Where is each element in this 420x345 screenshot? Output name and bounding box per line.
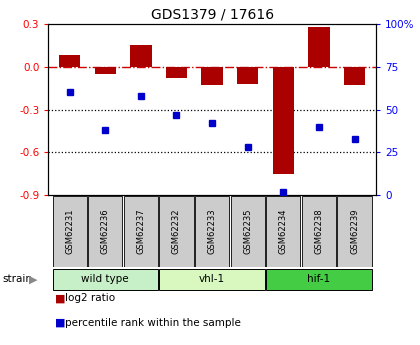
Text: vhl-1: vhl-1: [199, 275, 225, 284]
Bar: [94, 67, 116, 74]
Bar: [160, 268, 265, 290]
Bar: [130, 46, 152, 67]
Bar: [266, 196, 300, 267]
Bar: [52, 268, 158, 290]
Text: GSM62239: GSM62239: [350, 208, 359, 254]
Text: GSM62234: GSM62234: [279, 208, 288, 254]
Bar: [160, 196, 194, 267]
Bar: [59, 56, 80, 67]
Bar: [266, 268, 372, 290]
Bar: [195, 196, 229, 267]
Text: ■: ■: [55, 318, 65, 327]
Bar: [88, 196, 122, 267]
Text: GSM62238: GSM62238: [315, 208, 323, 254]
Text: log2 ratio: log2 ratio: [65, 294, 115, 303]
Bar: [124, 196, 158, 267]
Bar: [52, 196, 87, 267]
Text: GSM62233: GSM62233: [207, 208, 217, 254]
Text: hif-1: hif-1: [307, 275, 331, 284]
Bar: [237, 67, 258, 84]
Text: strain: strain: [2, 275, 32, 284]
Bar: [202, 67, 223, 85]
Text: percentile rank within the sample: percentile rank within the sample: [65, 318, 241, 327]
Text: ▶: ▶: [29, 275, 37, 284]
Bar: [308, 27, 330, 67]
Text: GSM62237: GSM62237: [136, 208, 145, 254]
Bar: [273, 67, 294, 174]
Bar: [337, 196, 372, 267]
Title: GDS1379 / 17616: GDS1379 / 17616: [150, 8, 274, 22]
Text: GSM62231: GSM62231: [65, 208, 74, 254]
Text: GSM62235: GSM62235: [243, 208, 252, 254]
Bar: [166, 67, 187, 78]
Bar: [344, 67, 365, 85]
Text: ■: ■: [55, 294, 65, 303]
Text: GSM62232: GSM62232: [172, 208, 181, 254]
Text: wild type: wild type: [81, 275, 129, 284]
Bar: [302, 196, 336, 267]
Text: GSM62236: GSM62236: [101, 208, 110, 254]
Bar: [231, 196, 265, 267]
